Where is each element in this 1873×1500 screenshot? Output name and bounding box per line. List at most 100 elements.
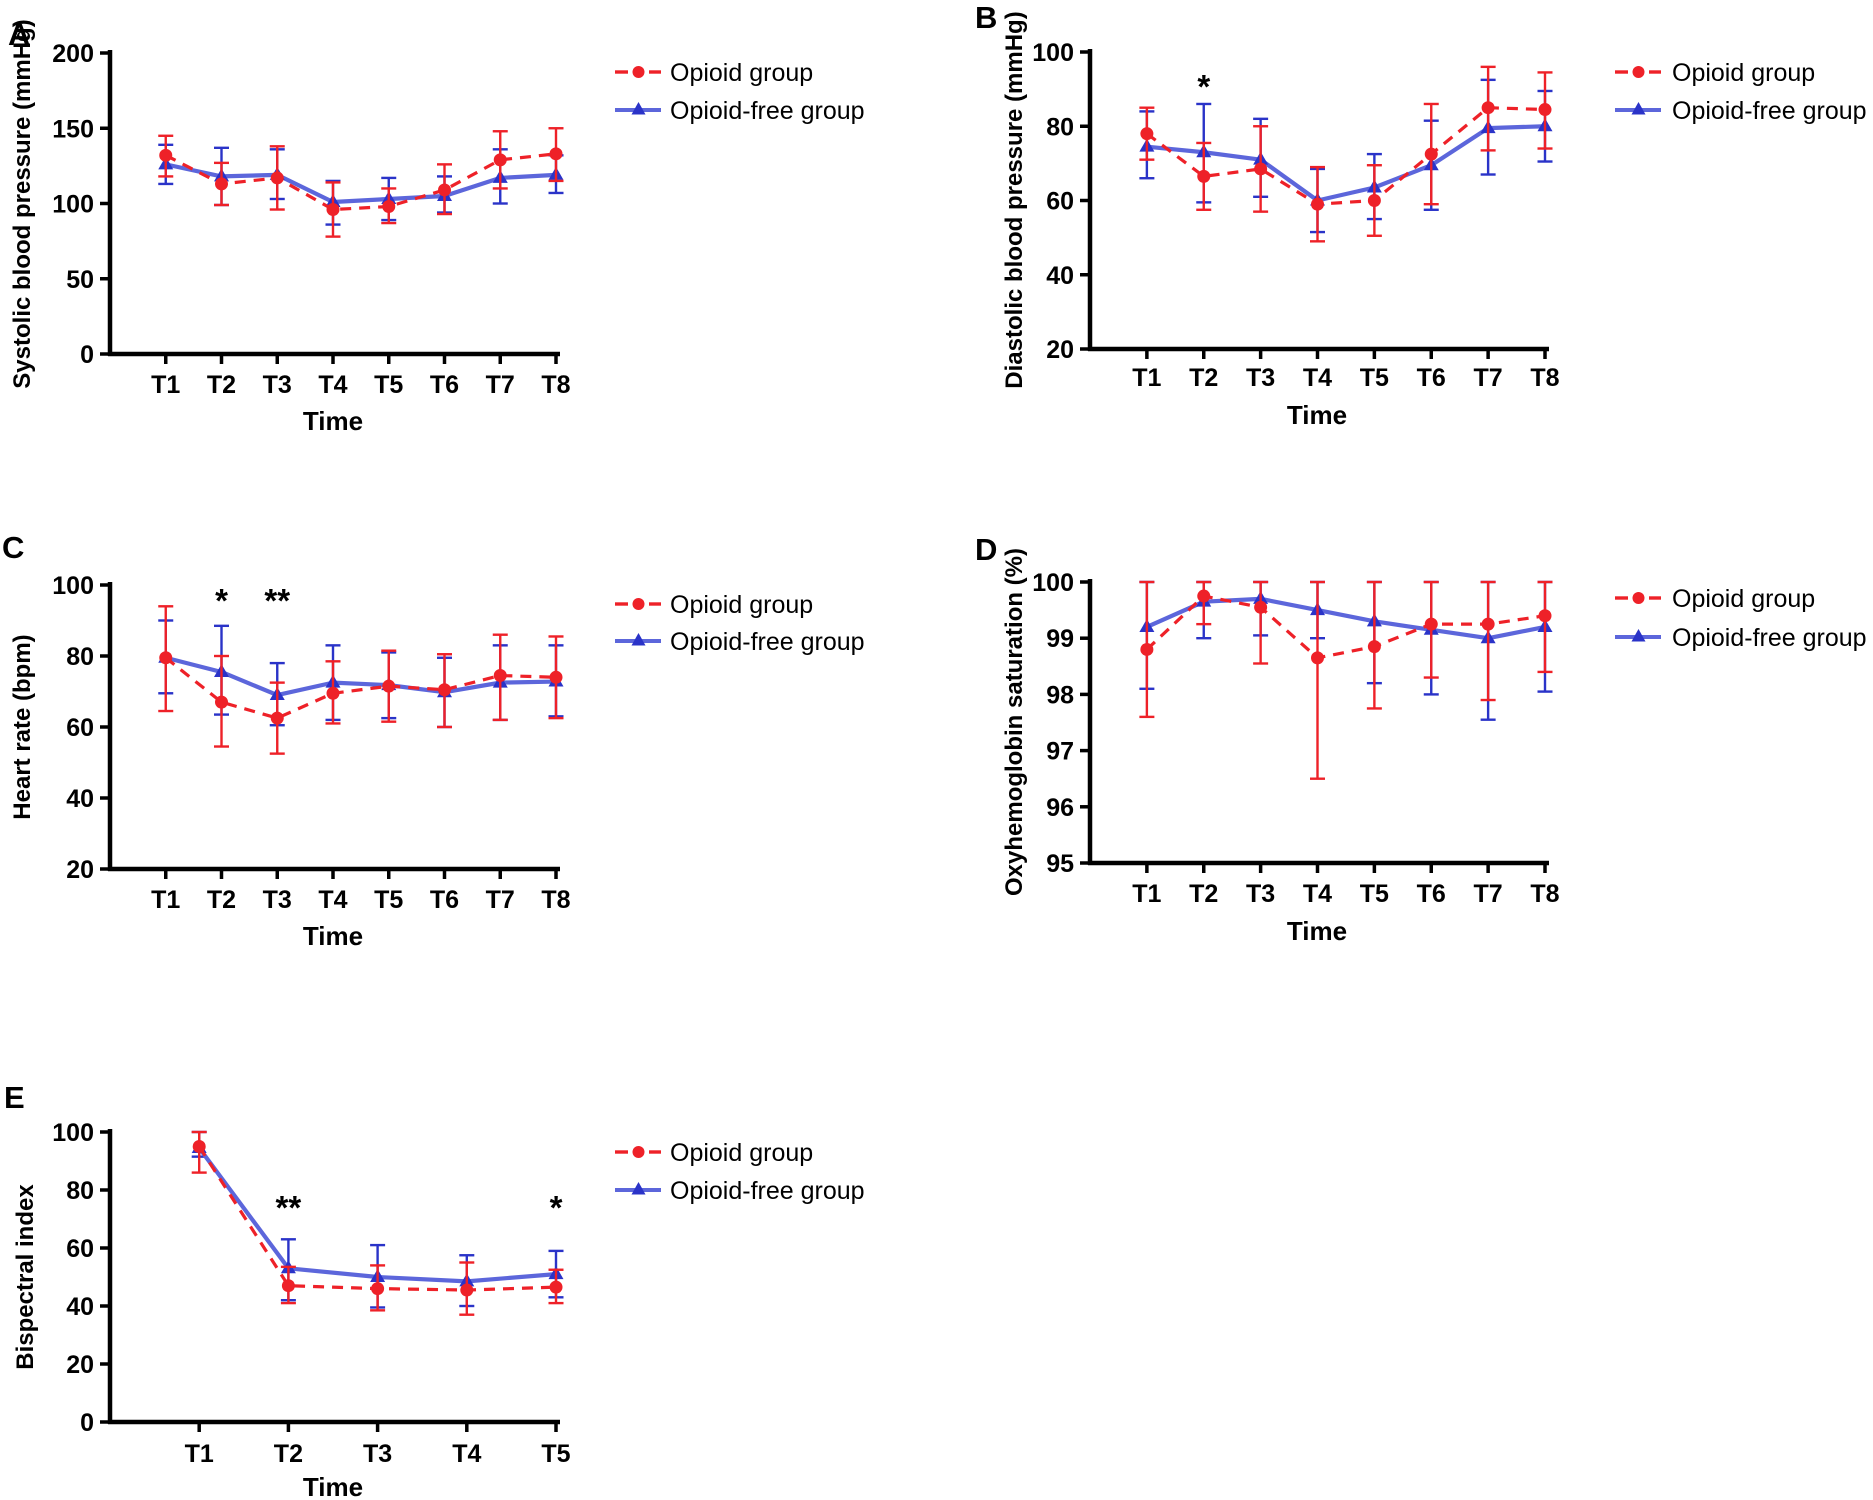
y-tick-label: 98 (1046, 681, 1074, 709)
marker-circle (1367, 640, 1381, 654)
x-tick-label: T7 (1474, 880, 1503, 908)
line-dashed (1145, 106, 1546, 206)
x-axis-title-a: Time (303, 406, 363, 436)
legend-marker-opioid (615, 598, 661, 610)
marker-circle (493, 669, 507, 683)
y-axis-title-c: Heart rate (bpm) (9, 634, 36, 819)
y-tick-label: 0 (80, 1409, 94, 1437)
x-tick-label: T5 (541, 1440, 570, 1468)
x-tick-label: T4 (1303, 880, 1332, 908)
marker-circle (1538, 609, 1552, 623)
marker-circle (270, 171, 284, 185)
panel-label-b: B (975, 0, 997, 35)
legend-triangle-icon (631, 1182, 646, 1195)
marker-circle (215, 695, 228, 709)
marker-circle (1311, 651, 1324, 665)
marker-circle (382, 679, 396, 693)
y-tick-label: 100 (1032, 569, 1074, 597)
legend-marker-opioid-free (615, 102, 661, 115)
marker-circle (1311, 197, 1324, 211)
legend-marker-opioid (615, 1146, 661, 1158)
y-tick-label: 0 (80, 341, 94, 369)
x-tick-label: T3 (1246, 880, 1275, 908)
marker-circle (1254, 600, 1268, 614)
marker-circle (1367, 194, 1381, 207)
panel-label-e: E (4, 1080, 25, 1115)
marker-circle (1481, 101, 1495, 115)
x-axis-title-c: Time (303, 921, 363, 951)
marker-circle (1197, 589, 1211, 603)
series-opioid (1139, 65, 1553, 243)
legend-circle-icon (632, 598, 645, 610)
y-tick-label: 100 (52, 191, 94, 219)
x-tick-label: T3 (1246, 364, 1275, 392)
x-tick-label: T6 (430, 886, 459, 914)
panel-e: E Bispectral index Time 0 20 40 60 80 100 T1 T2… (4, 1080, 865, 1500)
x-tick-label: T8 (541, 371, 570, 399)
y-tick-label: 60 (66, 1235, 94, 1263)
y-tick-label: 99 (1046, 625, 1074, 653)
x-tick-label: T6 (1417, 880, 1446, 908)
panel-label-c: C (2, 530, 24, 565)
y-tick-label: 80 (66, 643, 94, 671)
x-axis-title-e: Time (303, 1472, 363, 1500)
y-tick-label: 80 (66, 1177, 94, 1205)
marker-circle (1140, 642, 1154, 656)
marker-circle (382, 200, 396, 214)
marker-circle (493, 153, 507, 167)
legend-label-opioid: Opioid group (1672, 585, 1815, 613)
marker-circle (281, 1279, 295, 1293)
x-tick-label: T7 (486, 886, 515, 914)
significance-asterisk: * (550, 1189, 563, 1226)
marker-circle (1481, 617, 1495, 631)
x-axis-title-d: Time (1287, 916, 1347, 946)
y-tick-label: 60 (1046, 188, 1074, 216)
x-tick-label: T1 (1132, 364, 1161, 392)
y-tick-label: 150 (52, 115, 94, 143)
legend-triangle-icon (1631, 102, 1646, 115)
x-tick-label: T1 (1132, 880, 1161, 908)
y-tick-label: 100 (52, 1119, 94, 1147)
legend-e: Opioid group Opioid-free group (670, 1139, 865, 1205)
x-tick-label: T8 (1530, 364, 1559, 392)
legend-a: Opioid group Opioid-free group (670, 59, 865, 125)
marker-circle (460, 1283, 474, 1297)
marker-circle (326, 686, 340, 700)
x-tick-label: T5 (374, 886, 403, 914)
x-tick-label: T3 (263, 371, 292, 399)
plot-area-d: 95 96 97 98 99 100 T1 T2 T3 T4 T5 T6 T7 T8 (1032, 569, 1661, 908)
x-tick-label: T7 (486, 371, 515, 399)
marker-circle (1254, 162, 1268, 176)
y-tick-label: 50 (66, 266, 94, 294)
panel-d: D Oxyhemoglobin saturation (%) Time 95 96… (975, 532, 1867, 946)
marker-circle (1140, 127, 1154, 141)
legend-triangle-icon (631, 102, 646, 115)
marker-circle (1197, 169, 1211, 183)
legend-marker-opioid-free (1615, 102, 1661, 115)
legend-triangle-icon (631, 633, 646, 646)
line-dashed (165, 152, 557, 212)
y-tick-label: 80 (1046, 113, 1074, 141)
x-tick-label: T2 (207, 886, 236, 914)
legend-label-opioid: Opioid group (670, 591, 813, 619)
x-tick-label: T5 (1360, 880, 1389, 908)
legend-marker-opioid (1615, 66, 1661, 78)
marker-circle (159, 651, 173, 665)
legend-circle-icon (1632, 592, 1645, 604)
x-tick-label: T8 (541, 886, 570, 914)
marker-circle (270, 711, 284, 725)
plot-area-b: 20 40 60 80 100 T1 T2 T3 T4 T5 T6 T7 T8 * (1032, 39, 1661, 392)
marker-circle (1424, 617, 1438, 631)
legend-d: Opioid group Opioid-free group (1672, 585, 1867, 652)
significance-asterisk: ** (276, 1189, 302, 1226)
legend-marker-opioid (1615, 592, 1661, 604)
y-tick-label: 60 (66, 714, 94, 742)
legend-label-opioid-free: Opioid-free group (670, 628, 865, 656)
significance-asterisk: * (1197, 68, 1210, 105)
legend-label-opioid-free: Opioid-free group (1672, 97, 1867, 125)
marker-circle (326, 203, 340, 217)
y-tick-label: 40 (66, 1293, 94, 1321)
line-solid (1146, 124, 1546, 203)
